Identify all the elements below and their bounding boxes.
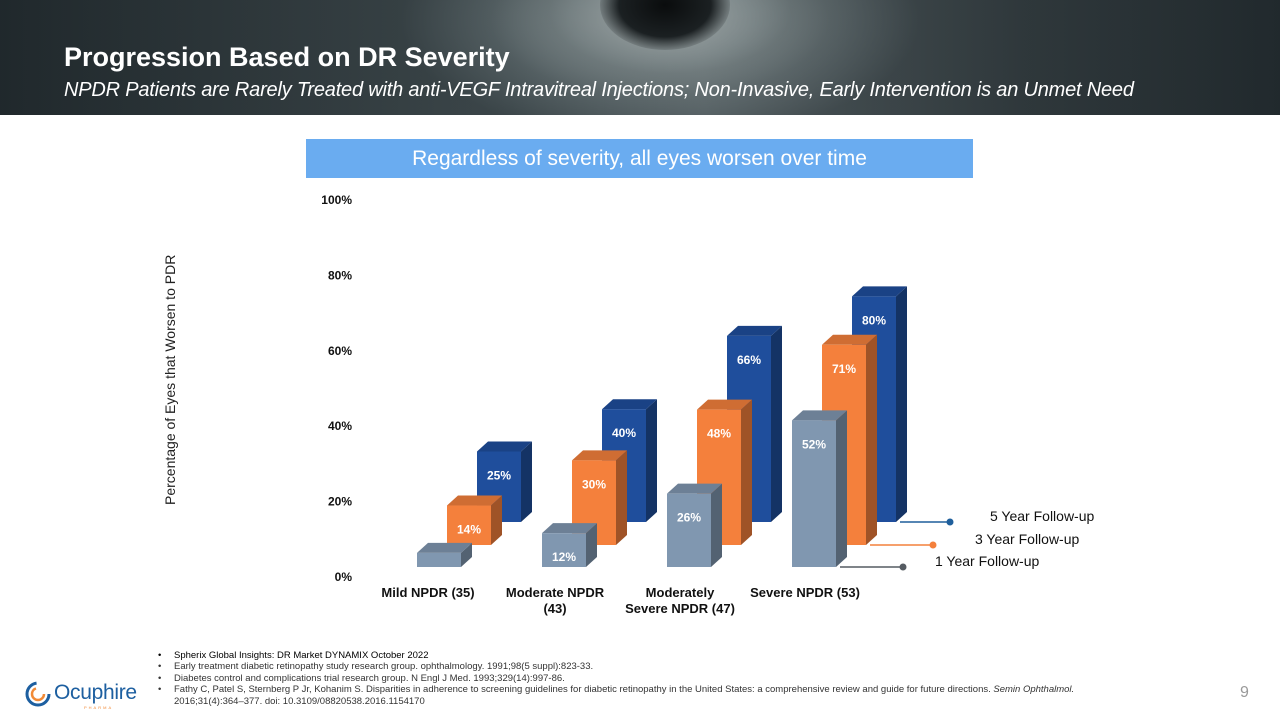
header-band: Progression Based on DR Severity NPDR Pa… (0, 0, 1280, 115)
bar (417, 552, 461, 567)
bar-top-face (667, 483, 722, 494)
data-label: 80% (862, 313, 886, 327)
bar-top-face (852, 286, 907, 297)
data-label: 71% (832, 362, 856, 376)
y-tick-label: 0% (335, 570, 353, 584)
bar-top-face (792, 410, 847, 421)
y-tick-label: 80% (328, 268, 352, 282)
bar-side-face (896, 286, 907, 522)
data-label: 30% (582, 477, 606, 491)
data-label: 52% (802, 437, 826, 451)
bar (792, 420, 836, 567)
data-label: 66% (737, 353, 761, 367)
bar-side-face (646, 399, 657, 522)
bar-top-face (727, 325, 782, 336)
page-subtitle: NPDR Patients are Rarely Treated with an… (64, 79, 1134, 101)
company-logo: Ocuphire PHARMA (24, 678, 164, 712)
x-category-label: Mild NPDR (35) (381, 585, 474, 600)
legend-label: 1 Year Follow-up (935, 553, 1040, 569)
page-number: 9 (1240, 684, 1249, 701)
data-label: 14% (457, 523, 481, 537)
bar-side-face (521, 441, 532, 522)
x-category-label: Moderately (646, 585, 715, 600)
reference-item: Diabetes control and complications trial… (158, 673, 1188, 685)
bar-top-face (447, 495, 502, 506)
bar-top-face (697, 399, 752, 410)
bar-side-face (711, 483, 722, 567)
bar-top-face (417, 542, 472, 553)
bar-top-face (572, 450, 627, 461)
bar-side-face (461, 542, 472, 567)
bar-side-face (616, 450, 627, 545)
y-tick-label: 40% (328, 419, 352, 433)
logo-mark-icon (25, 681, 51, 707)
journal-name: Semin Ophthalmol. (993, 684, 1075, 696)
bar-side-face (836, 410, 847, 567)
references-list: Spherix Global Insights: DR Market DYNAM… (158, 650, 1188, 707)
legend-marker (929, 541, 937, 549)
x-category-label: Severe NPDR (47) (625, 601, 735, 616)
data-label: 12% (552, 550, 576, 564)
y-tick-label: 20% (328, 495, 352, 509)
data-label: 25% (487, 469, 511, 483)
y-tick-label: 60% (328, 344, 352, 358)
bar-top-face (602, 399, 657, 410)
x-category-label: Severe NPDR (53) (750, 585, 860, 600)
bar-side-face (866, 334, 877, 545)
bar-top-face (542, 523, 597, 534)
x-category-label: Moderate NPDR (506, 585, 605, 600)
reference-item: Spherix Global Insights: DR Market DYNAM… (158, 650, 1188, 662)
legend-marker (899, 563, 907, 571)
legend-label: 5 Year Follow-up (990, 508, 1095, 524)
key-message-banner: Regardless of severity, all eyes worsen … (306, 139, 973, 178)
y-tick-label: 100% (321, 193, 352, 207)
reference-item: Early treatment diabetic retinopathy stu… (158, 661, 1188, 673)
bar (542, 533, 586, 567)
bar-side-face (491, 495, 502, 545)
legend-label: 3 Year Follow-up (975, 531, 1080, 547)
data-label: 26% (677, 511, 701, 525)
logo-wordmark: Ocuphire (54, 681, 137, 704)
bar (447, 505, 491, 545)
reference-item: Fathy C, Patel S, Sternberg P Jr, Kohani… (158, 684, 1188, 707)
data-label: 40% (612, 426, 636, 440)
bar-side-face (741, 399, 752, 545)
bar-side-face (771, 325, 782, 522)
bar (667, 493, 711, 567)
data-label: 5% (430, 570, 448, 584)
data-label: 48% (707, 427, 731, 441)
bar-top-face (822, 334, 877, 345)
page-title: Progression Based on DR Severity (64, 42, 510, 72)
bar-top-face (477, 441, 532, 452)
x-category-label: (43) (543, 601, 566, 616)
logo-subtext: PHARMA (84, 705, 114, 710)
legend-marker (946, 518, 954, 526)
bar-side-face (586, 523, 597, 567)
